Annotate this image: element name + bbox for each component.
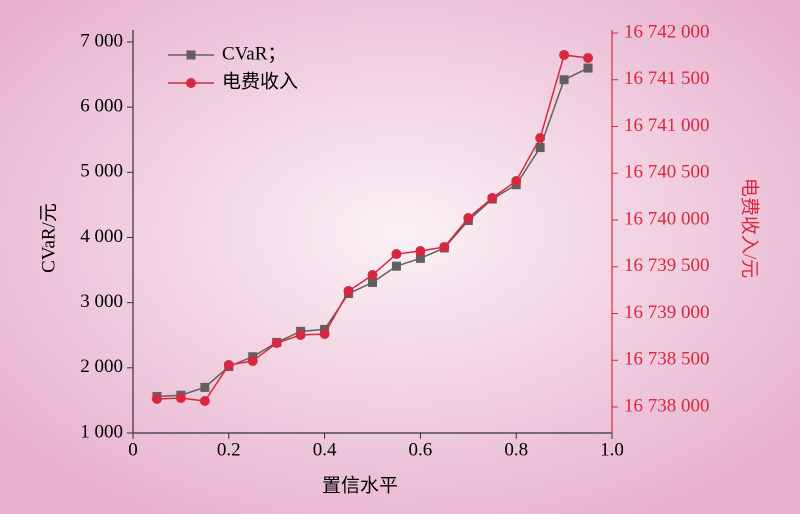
data-point (583, 52, 594, 63)
data-point (391, 261, 401, 271)
y2-tick-label: 16 739 000 (624, 302, 710, 323)
data-point (463, 213, 474, 224)
x-axis-label: 置信水平 (322, 474, 398, 496)
x-tick-label: 0.4 (313, 439, 337, 460)
y-axis-label: CVaR/元 (38, 203, 59, 273)
y2-tick-label: 16 738 500 (624, 349, 710, 370)
data-point (343, 285, 354, 296)
data-point (583, 63, 593, 73)
data-point (511, 176, 522, 187)
y2-axis-label: 电费收入/元 (739, 178, 761, 278)
data-point (535, 132, 546, 143)
data-point (271, 338, 282, 349)
y2-tick-label: 16 742 000 (624, 21, 710, 42)
y2-tick-label: 16 738 000 (624, 395, 710, 416)
y2-tick-label: 16 740 000 (624, 208, 710, 229)
x-tick-label: 0.6 (409, 439, 433, 460)
data-point (415, 246, 426, 257)
legend-marker (186, 78, 196, 88)
x-tick-label: 0.2 (217, 439, 241, 460)
data-point (391, 249, 402, 260)
y2-tick-label: 16 741 500 (624, 68, 710, 89)
data-point (415, 253, 425, 263)
y-tick-label: 3 000 (80, 291, 123, 312)
data-point (247, 356, 258, 367)
y2-tick-label: 16 741 000 (624, 115, 710, 136)
data-point (559, 75, 569, 85)
y2-tick-label: 16 740 500 (624, 162, 710, 183)
legend-marker (186, 50, 196, 60)
legend-label: 电费收入 (222, 70, 298, 92)
data-point (223, 360, 234, 371)
data-point (319, 328, 330, 339)
data-point (439, 242, 450, 253)
y2-tick-label: 16 739 500 (624, 255, 710, 276)
data-point (368, 277, 377, 287)
data-point (200, 382, 210, 392)
y-tick-label: 7 000 (80, 30, 123, 51)
y-tick-label: 2 000 (80, 356, 123, 377)
x-tick-label: 0.8 (504, 439, 528, 460)
y-tick-label: 4 000 (80, 226, 123, 247)
y-tick-label: 6 000 (80, 96, 123, 117)
data-point (295, 330, 306, 341)
data-point (367, 269, 378, 280)
data-point (199, 396, 210, 407)
data-point (535, 143, 545, 153)
data-point (151, 393, 162, 404)
data-point (487, 193, 498, 204)
y-tick-label: 1 000 (80, 421, 123, 442)
data-point (559, 49, 570, 60)
legend-label: CVaR； (222, 43, 286, 64)
x-tick-label: 0 (128, 439, 138, 460)
y-tick-label: 5 000 (80, 161, 123, 182)
data-point (175, 393, 186, 404)
x-tick-label: 1.0 (600, 439, 624, 460)
